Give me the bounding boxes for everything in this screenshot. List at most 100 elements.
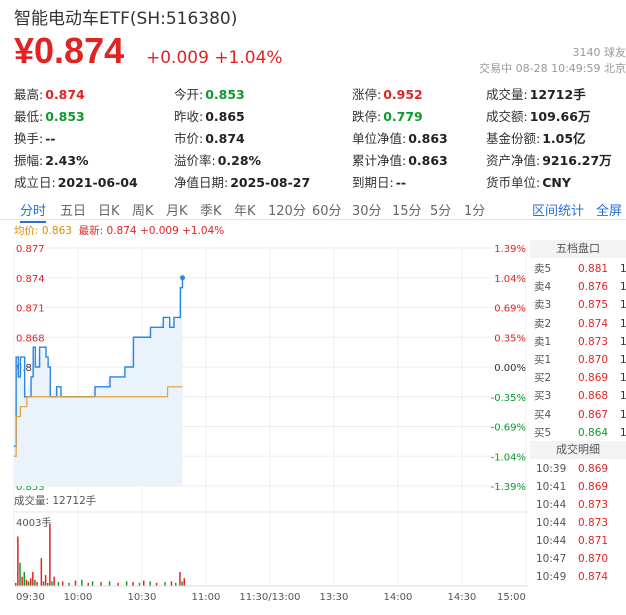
stat-value: 2021-06-04 xyxy=(57,175,138,190)
tab-11[interactable]: 5分 xyxy=(430,204,452,219)
y-tick-label-left: 0.865 xyxy=(16,363,45,374)
trade-time: 10:49 xyxy=(536,571,567,583)
y-tick-label-right: -0.69% xyxy=(491,423,526,434)
volume-bar xyxy=(183,578,185,586)
bid-row: 买2 0.869 1 xyxy=(530,369,626,387)
volume-bar xyxy=(155,582,158,586)
y-tick-label-left: 0.874 xyxy=(16,274,45,285)
order-price: 0.864 xyxy=(578,426,609,439)
stat-cell: 到期日: -- xyxy=(352,172,406,191)
order-level-label: 卖5 xyxy=(534,263,552,275)
x-tick-label: 09:30 xyxy=(16,592,45,603)
volume-bar xyxy=(74,580,77,586)
stat-label: 单位净值: xyxy=(352,131,407,146)
y-tick-label-right: -1.39% xyxy=(491,482,526,493)
tab-8[interactable]: 60分 xyxy=(312,204,342,219)
stat-cell: 成交量: 12712手 xyxy=(486,84,586,103)
y-tick-label-right: 1.39% xyxy=(494,244,526,255)
stat-value: CNY xyxy=(542,175,571,190)
stats-row: 换手: -- 市价: 0.874 单位净值: 0.863 基金份额: 1.05亿 xyxy=(0,128,626,150)
order-price: 0.875 xyxy=(578,299,609,312)
fund-title: 智能电动车ETF(SH:516380) xyxy=(14,9,238,29)
stat-cell: 资产净值: 9216.27万 xyxy=(486,150,612,169)
stat-value: 0.853 xyxy=(45,109,85,124)
x-tick-label: 11:30/13:00 xyxy=(239,592,300,603)
volume-bar xyxy=(179,572,181,586)
x-tick-label: 15:00 xyxy=(497,592,526,603)
volume-bar xyxy=(132,582,134,586)
fullscreen-link[interactable]: 全屏 xyxy=(596,204,623,219)
stat-value: -- xyxy=(395,175,407,190)
stat-label: 市价: xyxy=(174,131,204,146)
volume-bar xyxy=(21,576,23,586)
stat-value: 2.43% xyxy=(45,153,89,168)
bid-row: 买5 0.864 1 xyxy=(530,424,626,442)
stat-label: 净值日期: xyxy=(174,175,229,190)
volume-bar xyxy=(44,575,47,586)
stat-label: 溢价率: xyxy=(174,153,216,168)
tab-1[interactable]: 五日 xyxy=(60,204,87,219)
trade-row: 10:44 0.873 xyxy=(530,496,626,514)
volume-bar xyxy=(29,578,32,586)
volume-bar xyxy=(81,579,83,586)
order-volume: 1 xyxy=(620,335,626,348)
volume-bar xyxy=(108,581,111,586)
range-stats-link[interactable]: 区间统计 xyxy=(532,204,585,219)
stat-value: 0.853 xyxy=(205,87,245,102)
x-tick-label: 10:00 xyxy=(64,592,93,603)
tab-3[interactable]: 周K xyxy=(132,204,154,219)
order-volume: 1 xyxy=(620,426,626,439)
y-tick-label-right: 0.69% xyxy=(494,304,526,315)
stat-value: 0.874 xyxy=(205,131,245,146)
stat-label: 昨收: xyxy=(174,109,204,124)
stat-value: 12712手 xyxy=(529,87,586,102)
stat-cell: 成立日: 2021-06-04 xyxy=(14,172,138,191)
trade-price: 0.874 xyxy=(578,571,609,583)
volume-bar xyxy=(170,581,173,586)
tab-9[interactable]: 30分 xyxy=(352,204,382,219)
stat-cell: 振幅: 2.43% xyxy=(14,150,89,169)
stat-label: 跌停: xyxy=(352,109,382,124)
stat-label: 到期日: xyxy=(352,175,394,190)
trade-row: 10:39 0.869 xyxy=(530,460,626,478)
volume-bar xyxy=(164,582,166,586)
order-volume: 1 xyxy=(620,263,626,275)
stat-cell: 货币单位: CNY xyxy=(486,172,571,191)
tab-10[interactable]: 15分 xyxy=(392,204,422,219)
stat-label: 振幅: xyxy=(14,153,44,168)
order-level-label: 买4 xyxy=(534,408,552,421)
volume-max-label: 4003手 xyxy=(16,516,51,529)
stat-value: 0.865 xyxy=(205,109,245,124)
current-price: ¥0.874 xyxy=(14,30,125,71)
stat-label: 累计净值: xyxy=(352,153,407,168)
tab-2[interactable]: 日K xyxy=(98,204,120,219)
order-price: 0.874 xyxy=(578,317,609,330)
volume-bar xyxy=(181,581,183,586)
stat-value: 0.952 xyxy=(383,87,423,102)
volume-bar xyxy=(174,582,177,586)
price-area xyxy=(14,277,183,486)
stats-row: 最高: 0.874 今开: 0.853 涨停: 0.952 成交量: 12712手 xyxy=(0,84,626,106)
x-tick-label: 11:00 xyxy=(192,592,221,603)
ask-row: 卖1 0.873 1 xyxy=(530,333,626,351)
order-level-label: 卖4 xyxy=(534,281,552,294)
volume-bar xyxy=(23,572,26,586)
stat-value: 0.28% xyxy=(217,153,262,168)
stat-value: 2025-08-27 xyxy=(230,175,311,190)
trade-details-panel: 成交明细 10:39 0.869 10:41 0.869 10:44 0.873 10:44… xyxy=(530,441,626,591)
tab-4[interactable]: 月K xyxy=(166,204,188,219)
volume-bar xyxy=(68,582,70,586)
intraday-chart[interactable]: 0.877 1.39% 0.874 1.04% 0.871 0.69% 0.868 0.35%… xyxy=(0,238,530,608)
order-level-label: 买5 xyxy=(534,426,552,439)
bid-row: 买3 0.868 1 xyxy=(530,387,626,405)
volume-bar xyxy=(42,581,45,586)
trade-time: 10:39 xyxy=(536,463,567,475)
tab-12[interactable]: 1分 xyxy=(464,204,486,219)
tab-7[interactable]: 120分 xyxy=(268,204,306,219)
x-tick-label: 10:30 xyxy=(128,592,157,603)
order-volume: 1 xyxy=(620,299,626,312)
tab-0[interactable]: 分时 xyxy=(20,200,47,223)
stat-value: -- xyxy=(45,131,56,146)
tab-6[interactable]: 年K xyxy=(234,204,256,219)
tab-5[interactable]: 季K xyxy=(200,204,222,219)
